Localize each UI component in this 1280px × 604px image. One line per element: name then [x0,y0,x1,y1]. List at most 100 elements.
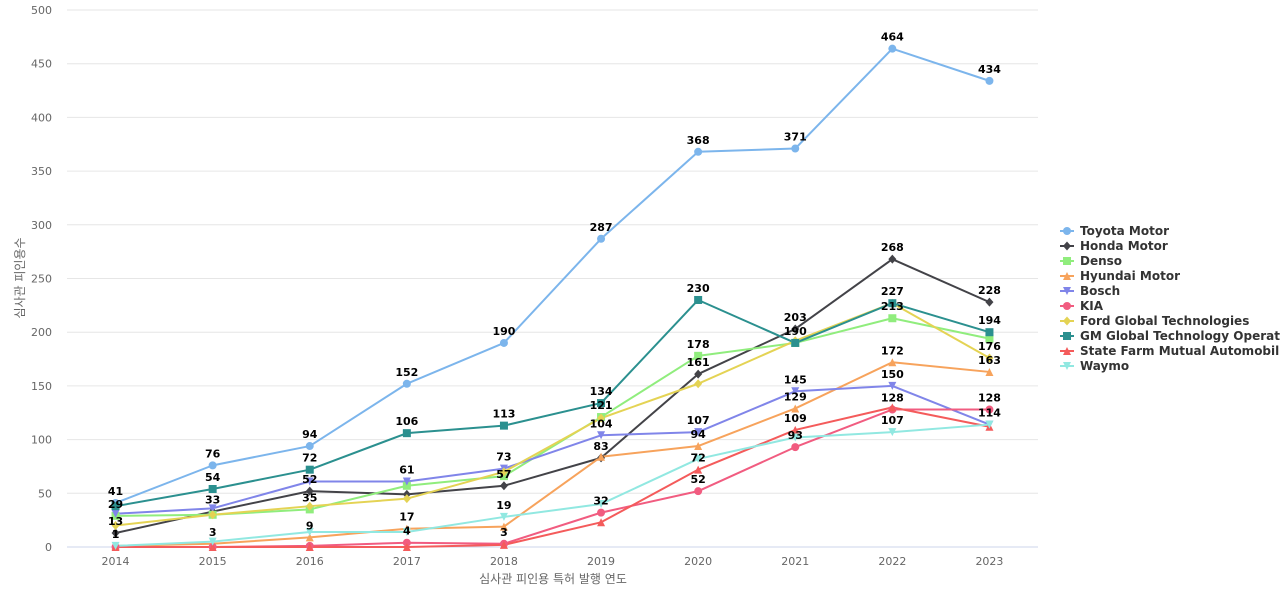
series-markers [111,44,994,551]
legend-marker [1063,227,1071,235]
data-point [402,527,411,536]
y-tick-label: 100 [31,434,52,447]
data-label: 287 [590,221,613,234]
data-point [791,387,800,396]
x-tick-label: 2014 [102,555,130,568]
data-label: 3 [500,526,508,539]
data-point [499,522,508,531]
data-point [888,314,897,323]
data-point [305,465,314,474]
data-point [111,502,120,511]
x-tick-label: 2023 [975,555,1003,568]
data-point [597,518,606,527]
data-label: 57 [496,468,511,481]
data-label: 203 [784,311,807,324]
data-point [985,297,994,307]
data-label: 190 [492,325,515,338]
data-point [111,521,120,531]
data-point [888,254,897,264]
legend-item[interactable]: Waymo [1060,359,1129,373]
legend-item[interactable]: Honda Motor [1060,239,1168,253]
data-point [402,477,411,486]
data-point [694,295,703,304]
data-point [499,467,508,477]
data-point [888,44,897,53]
legend-item[interactable]: Toyota Motor [1060,224,1169,238]
data-point [499,540,508,549]
data-label: 194 [978,314,1001,327]
data-point [985,334,994,343]
data-label: 9 [306,519,314,532]
data-point [499,481,508,491]
data-point [597,234,606,243]
data-label: 35 [302,491,317,504]
y-tick-label: 500 [31,4,52,17]
legend-marker [1063,272,1071,280]
data-point [985,405,994,414]
data-label: 107 [687,414,710,427]
legend-marker [1063,257,1071,265]
data-point [888,299,897,308]
x-tick-label: 2017 [393,555,421,568]
data-point [694,351,703,360]
data-point [208,461,217,470]
data-label: 371 [784,131,807,144]
data-point [305,442,314,451]
data-point [402,538,411,547]
y-tick-label: 200 [31,326,52,339]
data-point [499,512,508,521]
legend-item[interactable]: Denso [1060,254,1122,268]
data-point [694,379,703,389]
y-tick-label: 250 [31,273,52,286]
data-point [305,533,314,542]
series-line-hyundai-motor [115,361,990,547]
data-point [694,454,703,463]
legend-item[interactable]: Hyundai Motor [1060,269,1180,283]
legend-item[interactable]: KIA [1060,299,1104,313]
data-point [694,442,703,451]
legend-item[interactable]: Ford Global Technologies [1060,314,1249,328]
data-point [402,379,411,388]
data-label: 52 [690,473,705,486]
data-point [208,485,217,494]
legend-marker [1063,241,1071,251]
data-point [111,541,120,550]
data-label: 368 [687,134,710,147]
y-tick-label: 400 [31,111,52,124]
legend-item[interactable]: Bosch [1060,284,1120,298]
data-point [694,465,703,474]
data-point [694,369,703,379]
data-point [402,429,411,438]
legend-label: Honda Motor [1080,239,1168,253]
x-axis-title: 심사관 피인용 특허 발행 연도 [479,571,627,586]
data-point [111,509,120,518]
legend-label: GM Global Technology Operat... [1080,329,1280,343]
data-label: 19 [496,499,511,512]
data-label: 94 [302,428,318,441]
data-label: 1 [112,528,120,541]
y-tick-label: 350 [31,165,52,178]
series-line-denso [115,317,990,517]
data-label: 72 [302,452,317,465]
legend-marker [1063,347,1071,355]
data-label: 227 [881,285,904,298]
data-point [305,486,314,496]
data-label: 152 [395,366,418,379]
grid-lines [67,9,1038,548]
data-point [597,452,606,461]
data-label: 106 [395,415,418,428]
series-line-kia [115,408,990,548]
legend-label: Bosch [1080,284,1120,298]
y-tick-label: 50 [38,487,52,500]
data-point [208,504,217,513]
data-label: 129 [784,390,807,403]
data-label: 32 [593,495,608,508]
legend-item[interactable]: State Farm Mutual Automobil... [1060,344,1280,358]
series-lines [115,47,990,548]
data-label: 464 [881,31,904,44]
data-point [208,537,217,546]
data-point [791,144,800,153]
data-label: 230 [687,282,710,295]
legend-item[interactable]: GM Global Technology Operat... [1060,329,1280,343]
